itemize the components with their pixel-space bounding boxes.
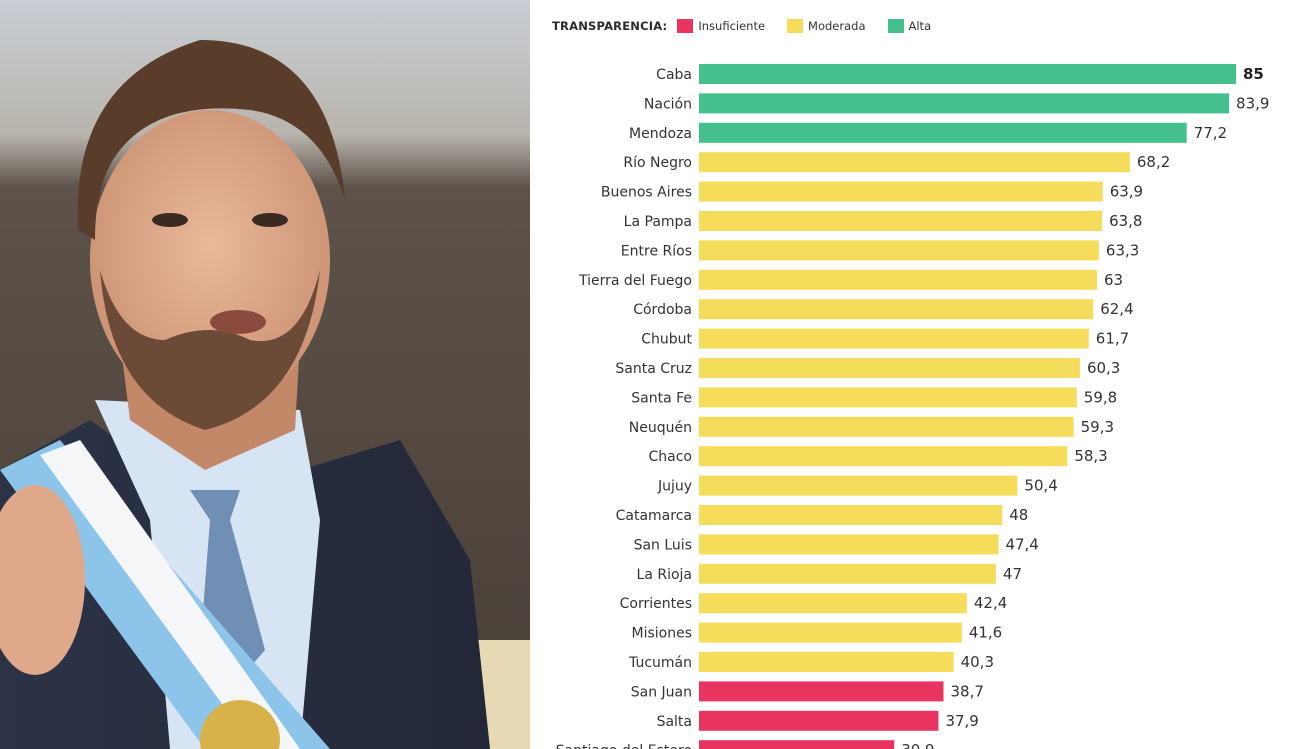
- legend-item-alta: Alta: [887, 19, 932, 33]
- bar-cordoba: [699, 299, 1094, 320]
- legend-label-insuficiente: Insuficiente: [698, 19, 766, 33]
- value-label-chubut: 61,7: [1096, 330, 1129, 348]
- legend-swatch-alta: [887, 19, 904, 33]
- value-label-misiones: 41,6: [969, 624, 1002, 642]
- category-label-la-pampa: La Pampa: [624, 214, 692, 230]
- bar-chubut: [699, 328, 1089, 349]
- politician-photo: [0, 0, 530, 749]
- bar-la-rioja: [699, 563, 996, 584]
- legend-swatch-insuficiente: [677, 19, 694, 33]
- bar-tucuman: [699, 652, 954, 672]
- bar-nacion: [699, 93, 1230, 114]
- category-label-neuquen: Neuquén: [629, 420, 692, 436]
- value-label-cordoba: 62,4: [1100, 300, 1133, 318]
- value-label-santa-cruz: 60,3: [1087, 359, 1120, 377]
- value-label-santa-fe: 59,8: [1084, 388, 1117, 406]
- category-label-buenos-aires: Buenos Aires: [601, 185, 692, 201]
- bar-san-juan: [699, 681, 944, 702]
- category-label-santa-fe: Santa Fe: [631, 390, 692, 406]
- legend-label-moderada: Moderada: [808, 19, 866, 33]
- value-label-neuquen: 59,3: [1081, 418, 1114, 436]
- bar-salta: [699, 710, 939, 731]
- category-label-san-luis: San Luis: [634, 537, 692, 553]
- value-label-catamarca: 48: [1009, 506, 1028, 524]
- legend: TRANSPARENCIA: Insuficiente Moderada Alt…: [552, 17, 953, 35]
- category-label-salta: Salta: [657, 714, 692, 730]
- category-label-santa-cruz: Santa Cruz: [615, 361, 692, 377]
- value-label-mendoza: 77,2: [1194, 124, 1227, 142]
- legend-item-moderada: Moderada: [787, 19, 866, 33]
- value-label-san-luis: 47,4: [1005, 535, 1038, 553]
- value-label-jujuy: 50,4: [1024, 477, 1057, 495]
- bar-santa-fe: [699, 387, 1077, 408]
- bar-santa-cruz: [699, 358, 1080, 378]
- category-label-caba: Caba: [656, 67, 692, 83]
- category-label-san-juan: San Juan: [631, 684, 692, 700]
- legend-item-insuficiente: Insuficiente: [677, 19, 765, 33]
- category-label-cordoba: Córdoba: [633, 302, 692, 318]
- category-label-chubut: Chubut: [641, 332, 692, 348]
- category-label-jujuy: Jujuy: [657, 479, 692, 495]
- value-label-salta: 37,9: [945, 712, 978, 730]
- value-label-santiago-del-estero: 30,9: [901, 741, 934, 749]
- value-label-la-rioja: 47: [1003, 565, 1022, 583]
- category-label-entre-rios: Entre Ríos: [621, 243, 692, 259]
- bar-neuquen: [699, 416, 1074, 437]
- bar-catamarca: [699, 505, 1003, 525]
- value-label-tucuman: 40,3: [961, 653, 994, 671]
- transparency-chart: TRANSPARENCIA: Insuficiente Moderada Alt…: [530, 0, 1315, 749]
- bar-santiago-del-estero: [699, 740, 895, 749]
- value-label-buenos-aires: 63,9: [1110, 183, 1143, 201]
- value-label-caba: 85: [1243, 65, 1264, 83]
- bar-rio-negro: [699, 152, 1130, 173]
- bar-buenos-aires: [699, 181, 1103, 202]
- bar-chart: Caba 85 Nación 83,9 Mendoza 77,2 Río Negro 68,2…: [556, 64, 1269, 749]
- bar-chaco: [699, 446, 1068, 467]
- legend-label-alta: Alta: [908, 19, 932, 33]
- bar-mendoza: [699, 122, 1187, 143]
- bar-caba: [699, 64, 1236, 84]
- photo-illustration: [0, 0, 530, 749]
- category-label-catamarca: Catamarca: [616, 508, 692, 524]
- bar-tierra-del-fuego: [699, 269, 1098, 290]
- bar-san-luis: [699, 534, 999, 555]
- category-label-tucuman: Tucumán: [628, 655, 692, 671]
- category-label-misiones: Misiones: [632, 626, 693, 642]
- value-label-entre-rios: 63,3: [1106, 241, 1139, 259]
- category-label-la-rioja: La Rioja: [637, 567, 692, 583]
- legend-swatch-moderada: [787, 19, 804, 33]
- bar-entre-rios: [699, 240, 1099, 261]
- legend-title: TRANSPARENCIA:: [552, 19, 668, 33]
- value-label-rio-negro: 68,2: [1137, 153, 1170, 171]
- value-label-chaco: 58,3: [1074, 447, 1107, 465]
- value-label-corrientes: 42,4: [974, 594, 1007, 612]
- category-label-corrientes: Corrientes: [620, 596, 692, 612]
- category-label-mendoza: Mendoza: [629, 126, 692, 142]
- category-label-tierra-del-fuego: Tierra del Fuego: [578, 273, 692, 289]
- category-label-chaco: Chaco: [649, 449, 693, 465]
- bar-misiones: [699, 622, 962, 643]
- category-label-santiago-del-estero: Santiago del Estero: [556, 743, 692, 749]
- value-label-san-juan: 38,7: [950, 682, 983, 700]
- category-label-nacion: Nación: [644, 96, 692, 112]
- bar-la-pampa: [699, 211, 1103, 231]
- category-label-rio-negro: Río Negro: [623, 155, 692, 171]
- bar-corrientes: [699, 593, 967, 614]
- value-label-nacion: 83,9: [1236, 94, 1269, 112]
- bar-jujuy: [699, 475, 1018, 496]
- value-label-tierra-del-fuego: 63: [1104, 271, 1123, 289]
- value-label-la-pampa: 63,8: [1109, 212, 1142, 230]
